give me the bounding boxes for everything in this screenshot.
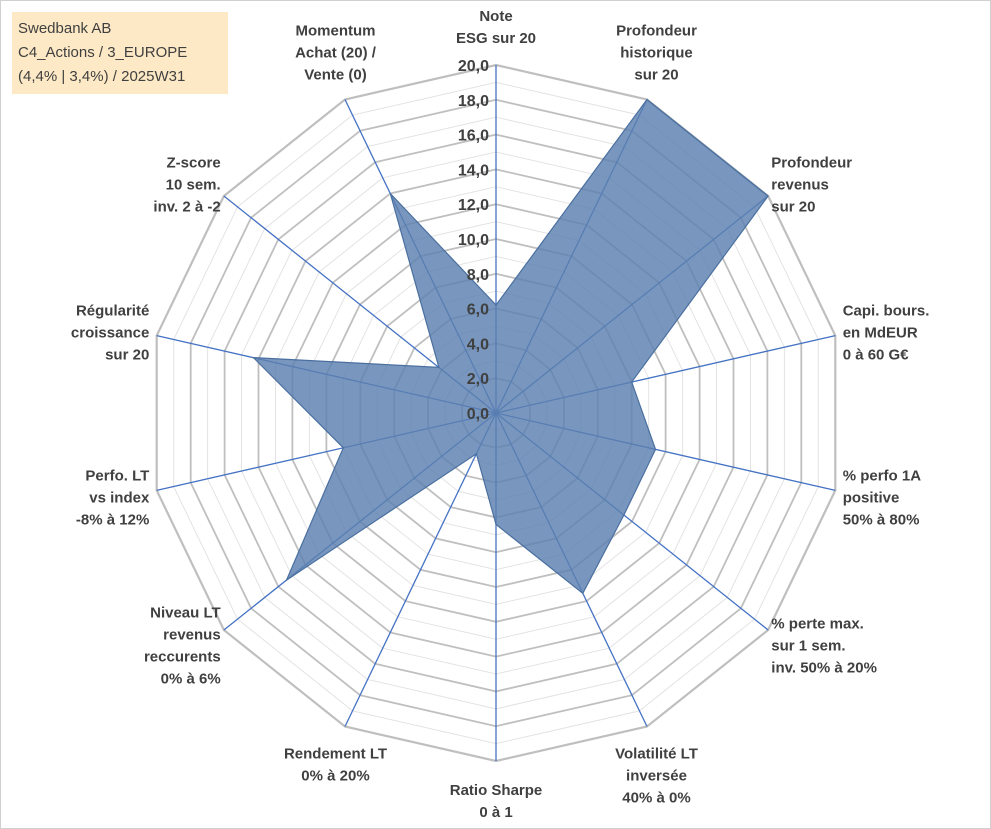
axis-label-line: inv. 2 à -2: [153, 198, 220, 215]
axis-label: Ratio Sharpe 0 à 1: [450, 782, 543, 821]
axis-label-line: 10 sem.: [166, 176, 221, 193]
axis-label-line: croissance: [71, 325, 149, 342]
axis-label: % perte max. sur 1 sem. inv. 50% à 20%: [771, 616, 877, 677]
axis-label: Volatilité LT inversée 40% à 0%: [615, 745, 698, 806]
axis-label: Perfo. LT vs index -8% à 12%: [76, 467, 150, 528]
tick-label: 12,0: [458, 197, 489, 214]
axis-label: % perfo 1A positive 50% à 80%: [843, 467, 922, 528]
tick-label: 10,0: [458, 232, 489, 249]
axis-label-line: sur 20: [634, 67, 678, 84]
axis-label-line: Z-score: [167, 154, 221, 171]
axis-label-line: 0 à 60 G€: [843, 347, 910, 364]
axis-label-line: sur 20: [105, 347, 149, 364]
data-series: [251, 98, 769, 595]
axis-label-line: Volatilité LT: [615, 745, 698, 762]
axis-label-line: 0% à 20%: [301, 767, 369, 784]
axis-label: Rendement LT 0% à 20%: [284, 745, 387, 784]
axis-label-line: Niveau LT: [150, 605, 221, 622]
axis-label-line: revenus: [771, 176, 829, 193]
axis-label-line: Momentum: [296, 23, 376, 40]
axis-label-line: Achat (20) /: [295, 45, 377, 62]
axis-label-line: historique: [620, 45, 693, 62]
title-line-3: (4,4% | 3,4%) / 2025W31: [18, 68, 186, 85]
radial-tick-labels: 0,0 2,0 4,0 6,0 8,0 10,0 12,0 14,0 16,0 18,0 20,0: [458, 58, 489, 423]
tick-label: 16,0: [458, 128, 489, 145]
tick-label: 0,0: [467, 406, 489, 423]
axis-label: Niveau LT revenus reccurents 0% à 6%: [144, 605, 221, 688]
axis-label-line: Profondeur: [616, 23, 697, 40]
axis-label-line: inversée: [626, 767, 687, 784]
axis-label: Profondeur historique sur 20: [616, 23, 697, 84]
axis-label-line: ESG sur 20: [456, 30, 536, 47]
axis-label-line: positive: [843, 489, 900, 506]
title-line-1: Swedbank AB: [18, 20, 112, 37]
axis-label-line: revenus: [163, 627, 221, 644]
axis-spoke: [344, 412, 497, 727]
axis-label-line: % perfo 1A: [843, 467, 922, 484]
axis-label-line: 0% à 6%: [161, 671, 221, 688]
axis-label: Profondeur revenus sur 20: [771, 154, 852, 215]
tick-label: 8,0: [467, 267, 489, 284]
axis-label-line: vs index: [89, 489, 150, 506]
axis-label-line: -8% à 12%: [76, 511, 149, 528]
axis-label-line: Note: [479, 8, 512, 25]
axis-label-line: reccurents: [144, 649, 221, 666]
axis-label: Note ESG sur 20: [456, 8, 536, 47]
axis-labels: Note ESG sur 20 Profondeur historique sur 20…: [71, 8, 929, 821]
axis-label-line: 0 à 1: [479, 804, 512, 821]
axis-label-line: sur 1 sem.: [771, 638, 845, 655]
axis-label-line: Ratio Sharpe: [450, 782, 543, 799]
axis-label: Capi. bours. en MdEUR 0 à 60 G€: [843, 303, 930, 364]
axis-label: Z-score 10 sem. inv. 2 à -2: [153, 154, 220, 215]
axis-label: Momentum Achat (20) / Vente (0): [295, 23, 377, 84]
tick-label: 18,0: [458, 93, 489, 110]
axis-label-line: Rendement LT: [284, 745, 387, 762]
axis-label-line: Profondeur: [771, 154, 852, 171]
axis-label-line: sur 20: [771, 198, 815, 215]
axis-label-line: inv. 50% à 20%: [771, 660, 877, 677]
axis-label: Régularité croissance sur 20: [71, 303, 149, 364]
axis-label-line: 50% à 80%: [843, 511, 920, 528]
axis-label-line: en MdEUR: [843, 325, 918, 342]
axis-label-line: Capi. bours.: [843, 303, 930, 320]
tick-label: 14,0: [458, 162, 489, 179]
tick-label: 4,0: [467, 336, 489, 353]
title-line-2: C4_Actions / 3_EUROPE: [18, 44, 188, 61]
axis-label-line: Perfo. LT: [85, 467, 149, 484]
axis-label-line: Vente (0): [304, 67, 367, 84]
tick-label: 2,0: [467, 371, 489, 388]
chart-title-box: Swedbank AB C4_Actions / 3_EUROPE (4,4% …: [12, 12, 228, 94]
tick-label: 6,0: [467, 302, 489, 319]
axis-label-line: 40% à 0%: [622, 789, 690, 806]
axis-label-line: Régularité: [76, 303, 149, 320]
tick-label: 20,0: [458, 58, 489, 75]
axis-label-line: % perte max.: [771, 616, 864, 633]
